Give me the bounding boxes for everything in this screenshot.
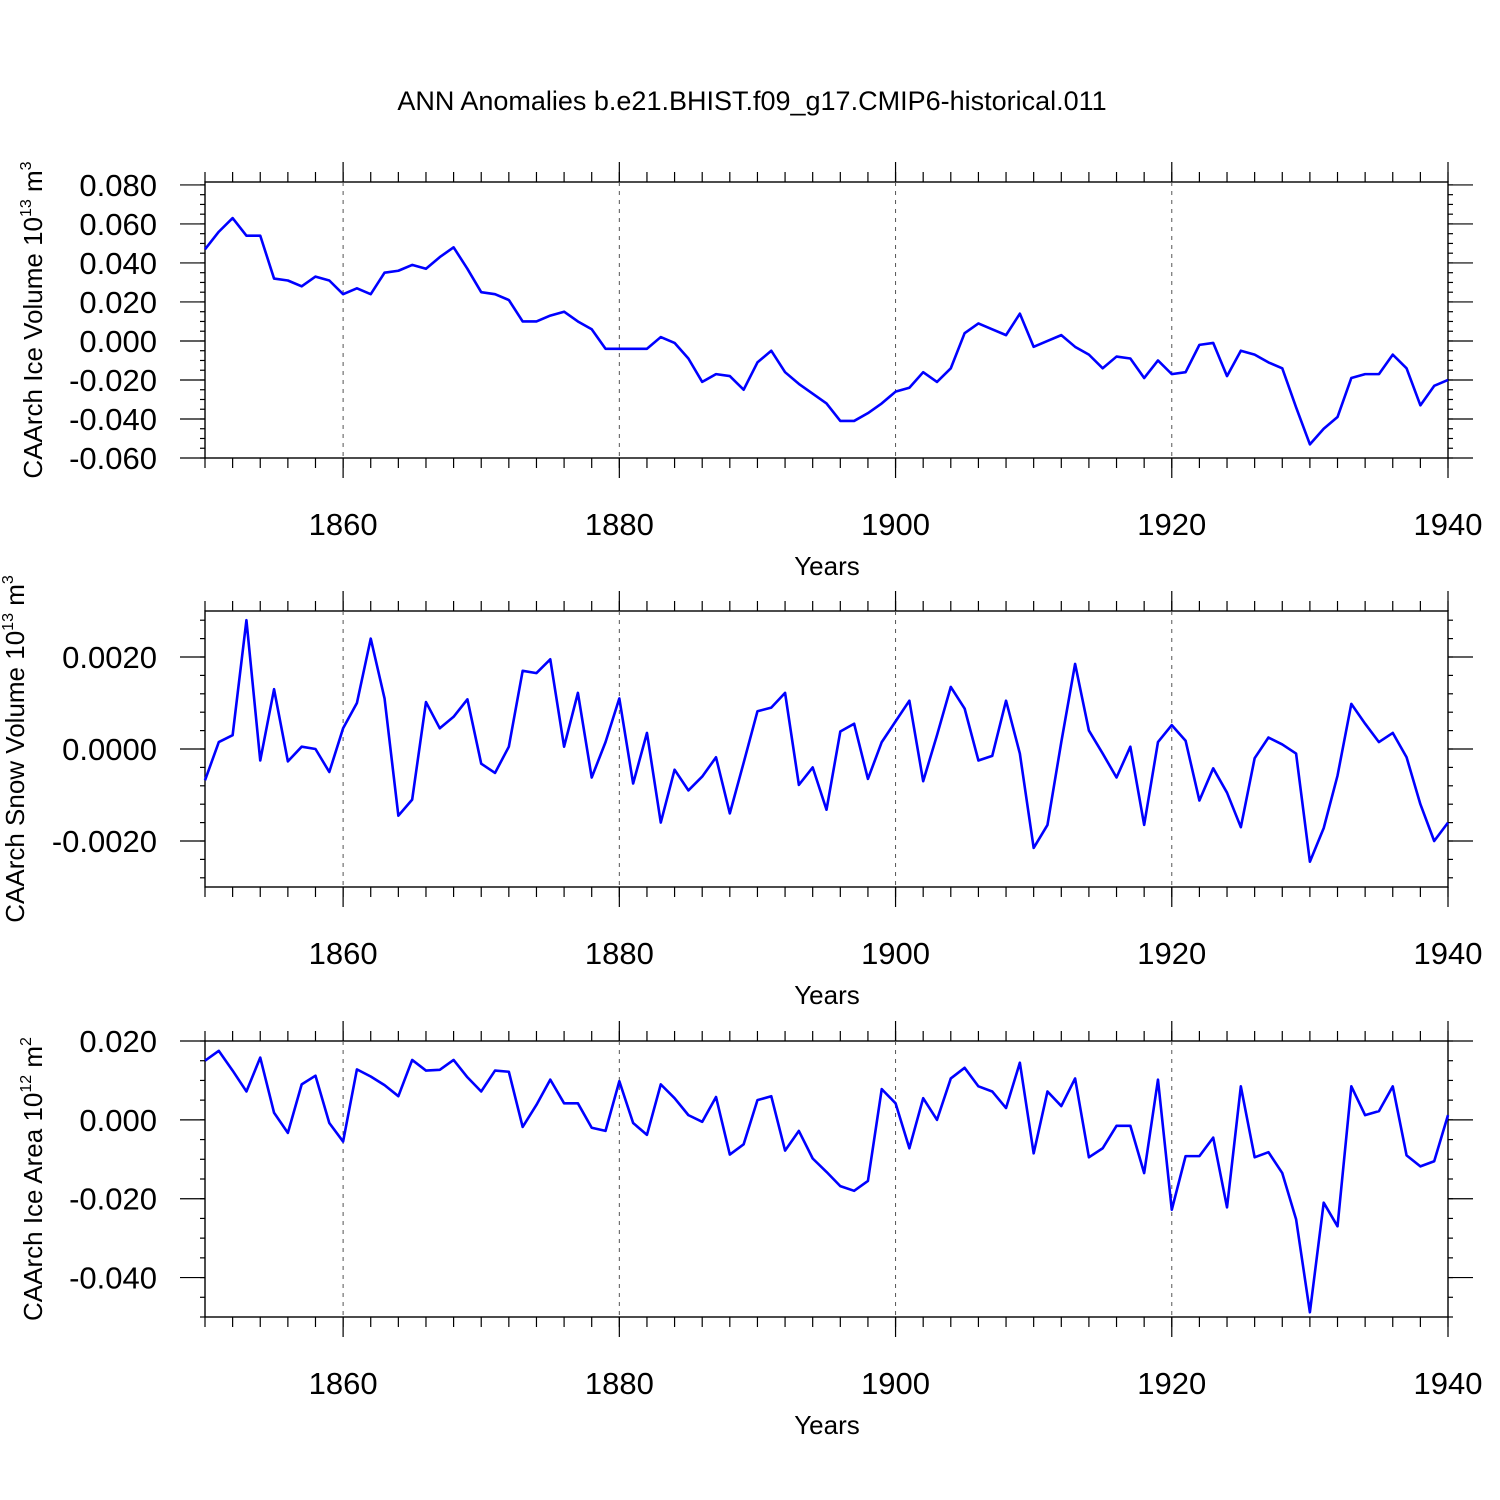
y-tick-label: 0.040 [79, 246, 157, 281]
x-tick-label: 1920 [1137, 1366, 1206, 1401]
x-tick-label: 1860 [309, 1366, 378, 1401]
x-tick-label: 1940 [1414, 936, 1483, 971]
y-tick-label: -0.040 [69, 402, 157, 437]
x-axis-label: Years [794, 980, 860, 1010]
y-tick-label: 0.000 [79, 1103, 157, 1138]
y-tick-label: -0.020 [69, 363, 157, 398]
plot-frame [204, 181, 1449, 459]
panel-ice-volume: CAArch Ice Volume 1013 m3 Years 1860 1880… [18, 161, 1482, 581]
x-tick-label: 1920 [1137, 936, 1206, 971]
x-axis-label: Years [794, 1410, 860, 1440]
y-axis-label: CAArch Ice Volume 1013 m3 [18, 161, 48, 478]
y-tick-label: 0.0020 [62, 640, 157, 675]
x-tick-label: 1920 [1137, 507, 1206, 542]
plot-frame [204, 1040, 1449, 1318]
x-tick-label: 1880 [585, 936, 654, 971]
y-tick-label: 0.000 [79, 324, 157, 359]
x-tick-label: 1900 [861, 1366, 930, 1401]
x-tick-label: 1880 [585, 1366, 654, 1401]
x-tick-label: 1940 [1414, 507, 1483, 542]
x-tick-label: 1860 [309, 507, 378, 542]
series-line [204, 1049, 1450, 1314]
y-tick-label: -0.0020 [52, 824, 157, 859]
x-axis-label: Years [794, 551, 860, 581]
panel-snow-volume: CAArch Snow Volume 1013 m3 Years 1860 188… [0, 575, 1482, 1010]
y-axis-label: CAArch Snow Volume 1013 m3 [0, 575, 30, 923]
y-tick-label: 0.020 [79, 1024, 157, 1059]
panel-ice-area: CAArch Ice Area 1012 m2 Years 1860 1880 19… [18, 1021, 1482, 1440]
chart-title: ANN Anomalies b.e21.BHIST.f09_g17.CMIP6-… [397, 86, 1106, 116]
y-tick-label: -0.060 [69, 441, 157, 476]
y-tick-label: -0.020 [69, 1182, 157, 1217]
y-axis-label: CAArch Ice Area 1012 m2 [18, 1037, 48, 1321]
y-tick-label: 0.080 [79, 168, 157, 203]
y-tick-label: 0.020 [79, 285, 157, 320]
x-tick-label: 1860 [309, 936, 378, 971]
x-tick-label: 1900 [861, 936, 930, 971]
x-tick-label: 1900 [861, 507, 930, 542]
x-tick-label: 1940 [1414, 1366, 1483, 1401]
y-tick-label: -0.040 [69, 1261, 157, 1296]
x-tick-label: 1880 [585, 507, 654, 542]
series-line [203, 618, 1450, 864]
y-tick-label: 0.060 [79, 207, 157, 242]
y-tick-label: 0.0000 [62, 732, 157, 767]
series-line [203, 216, 1449, 446]
